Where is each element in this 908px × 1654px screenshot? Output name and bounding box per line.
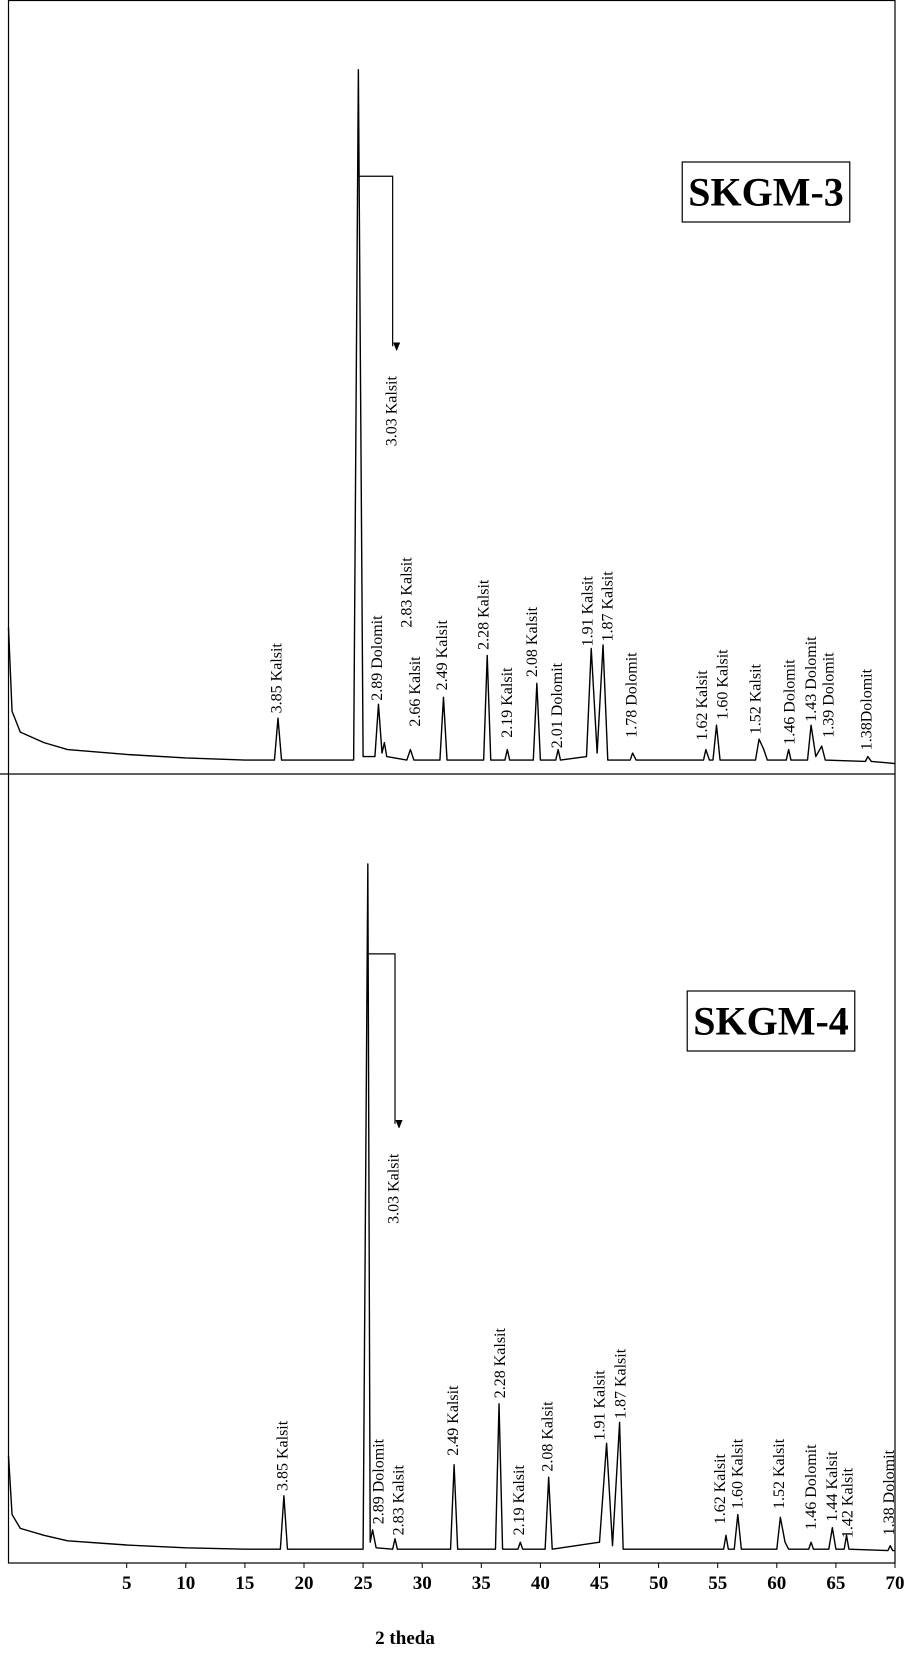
- peak-label: 3.03 Kalsit: [386, 1153, 403, 1224]
- x-tick-label: 50: [649, 1573, 668, 1594]
- peak-label: 1.87 Kalsit: [600, 571, 617, 642]
- x-tick-label: 45: [590, 1573, 609, 1594]
- peak-label: 1.87 Kalsit: [613, 1348, 630, 1419]
- x-tick-label: 5: [122, 1573, 132, 1594]
- peak-label: 1.62 Kalsit: [694, 670, 711, 741]
- sample-label: SKGM-4: [693, 999, 849, 1044]
- x-tick-label: 40: [531, 1573, 550, 1594]
- peak-label: 1.38Dolomit: [858, 668, 875, 750]
- peak-label: 2.28 Kalsit: [476, 579, 493, 650]
- peak-label: 2.49 Kalsit: [434, 620, 451, 691]
- peak-label: 1.62 Kalsit: [712, 1453, 729, 1524]
- x-tick-label: 10: [176, 1573, 195, 1594]
- x-tick-label: 65: [826, 1573, 845, 1594]
- peak-label: 1.38 Dolomit: [881, 1449, 898, 1535]
- x-tick-label: 25: [354, 1573, 373, 1594]
- diffraction-pattern: [7, 863, 895, 1552]
- x-tick-label: 30: [413, 1573, 432, 1594]
- peak-label: 2.19 Kalsit: [511, 1465, 528, 1536]
- peak-label: 3.85 Kalsit: [275, 1420, 292, 1491]
- sample-label-box: [681, 161, 851, 223]
- peak-label: 2.89 Dolomit: [370, 1438, 387, 1524]
- peak-label: 3.85 Kalsit: [269, 643, 286, 714]
- peak-label: 2.49 Kalsit: [445, 1385, 462, 1456]
- peak-label: 1.39 Dolomit: [821, 652, 838, 738]
- peak-label: 2.28 Kalsit: [492, 1328, 509, 1399]
- x-tick-label: 60: [767, 1573, 786, 1594]
- x-tick-label: 70: [886, 1573, 905, 1594]
- peak-label: 1.46 Dolomit: [803, 1444, 820, 1530]
- x-tick-label: 55: [708, 1573, 727, 1594]
- label-arrow: [359, 175, 392, 346]
- peak-label: 2.66 Kalsit: [407, 656, 424, 727]
- label-arrow: [368, 953, 395, 1124]
- x-axis-label: 2 theda: [375, 1628, 435, 1649]
- peak-label: 1.42 Kalsit: [840, 1467, 857, 1538]
- peak-label: 1.52 Kalsit: [771, 1438, 788, 1509]
- peak-label: 2.83 Kalsit: [399, 557, 416, 628]
- peak-label: 1.78 Dolomit: [623, 652, 640, 738]
- peak-label: 2.19 Kalsit: [499, 667, 516, 738]
- sample-label-box: [686, 990, 856, 1052]
- peak-label: 1.43 Dolomit: [803, 636, 820, 722]
- peak-label: 3.03 Kalsit: [383, 375, 400, 446]
- x-tick-label: 20: [295, 1573, 314, 1594]
- peak-label: 1.91 Kalsit: [591, 1370, 608, 1441]
- peak-label: 1.52 Kalsit: [747, 663, 764, 734]
- peak-label: 1.60 Kalsit: [730, 1438, 747, 1509]
- peak-label: 1.44 Kalsit: [824, 1451, 841, 1522]
- x-tick-label: 35: [472, 1573, 491, 1594]
- peak-label: 1.46 Dolomit: [782, 659, 799, 745]
- frame: [7, 0, 896, 1564]
- sample-label: SKGM-3: [688, 170, 844, 215]
- peak-label: 2.89 Dolomit: [369, 615, 386, 701]
- peak-label: 1.91 Kalsit: [580, 576, 597, 647]
- peak-label: 1.60 Kalsit: [714, 649, 731, 720]
- peak-label: 2.83 Kalsit: [390, 1465, 407, 1536]
- peak-label: 2.08 Kalsit: [524, 606, 541, 677]
- peak-label: 2.08 Kalsit: [539, 1401, 556, 1472]
- diffraction-pattern: [7, 69, 896, 765]
- x-tick-label: 15: [235, 1573, 254, 1594]
- peak-label: 2.01 Dolomit: [549, 662, 566, 748]
